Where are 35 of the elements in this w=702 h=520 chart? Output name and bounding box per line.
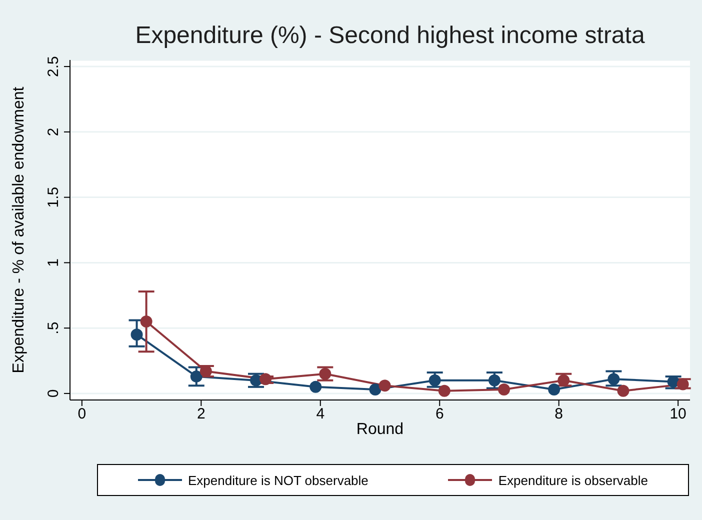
point [558,374,570,386]
point [438,384,450,397]
x-tick-label: 2 [196,406,206,423]
y-tick-label: 2 [45,128,62,136]
point [428,374,441,386]
x-tick-label: 4 [316,406,325,423]
point [378,380,391,392]
point [319,368,332,380]
point [676,378,689,390]
point [617,384,630,397]
y-tick-label: .5 [45,322,62,334]
point [488,374,500,386]
chart-title: Expenditure (%) - Second highest income strata [134,22,646,50]
point [140,316,152,328]
y-tick-label: 1 [45,258,62,267]
x-tick-label: 8 [554,406,564,423]
x-tick-label: 10 [670,406,686,423]
legend-label: Expenditure is observable [498,472,648,488]
x-tick-label: 6 [435,406,444,423]
x-axis-title: Round [356,421,404,438]
point [498,384,510,396]
point [130,328,143,341]
point [260,373,272,386]
point [548,384,560,396]
y-tick-label: 2.5 [45,56,62,77]
y-tick-label: 0 [45,389,62,398]
point [608,373,620,386]
point [310,380,322,393]
point [190,370,202,382]
legend-label: Expenditure is NOT observable [188,472,368,488]
y-tick-label: 1.5 [45,186,62,208]
point [250,374,262,386]
point [369,384,382,396]
y-axis-title: Expenditure - % of available endowment [10,86,28,374]
x-tick-label: 0 [78,406,86,423]
